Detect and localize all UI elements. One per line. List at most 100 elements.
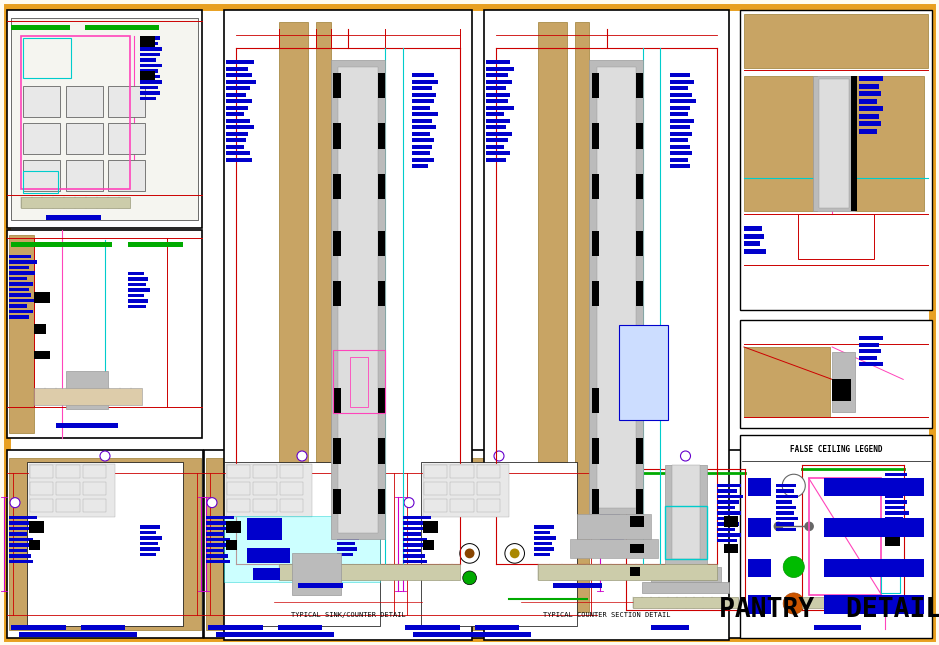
Circle shape	[10, 498, 20, 508]
Bar	[824, 518, 924, 537]
Bar	[333, 489, 341, 514]
Bar	[813, 625, 861, 630]
Bar	[140, 86, 158, 89]
Bar	[108, 86, 146, 117]
Bar	[885, 528, 911, 531]
Bar	[331, 61, 385, 539]
Bar	[128, 283, 146, 286]
Bar	[486, 112, 504, 116]
Bar	[225, 521, 241, 533]
Bar	[226, 74, 252, 77]
Bar	[35, 351, 50, 359]
Bar	[206, 549, 224, 552]
Circle shape	[494, 451, 504, 461]
Bar	[747, 559, 771, 577]
Bar	[885, 517, 902, 520]
Bar	[30, 499, 54, 512]
Bar	[204, 450, 400, 638]
Bar	[859, 362, 883, 366]
Bar	[333, 174, 341, 199]
Bar	[30, 465, 54, 478]
Bar	[46, 215, 100, 220]
Bar	[9, 554, 31, 558]
Bar	[538, 564, 716, 580]
Bar	[486, 106, 514, 110]
Bar	[206, 527, 232, 530]
Bar	[619, 325, 668, 419]
Bar	[776, 522, 794, 526]
Bar	[206, 560, 230, 563]
Bar	[83, 465, 106, 478]
Bar	[206, 538, 230, 541]
Bar	[28, 541, 40, 550]
Bar	[552, 583, 602, 588]
Bar	[412, 106, 430, 110]
Bar	[403, 538, 427, 541]
Bar	[538, 22, 567, 612]
Bar	[665, 506, 706, 559]
Bar	[35, 388, 142, 404]
Bar	[55, 423, 118, 428]
Circle shape	[404, 498, 414, 508]
Bar	[641, 582, 730, 593]
Bar	[486, 86, 506, 90]
Bar	[832, 379, 852, 401]
Bar	[859, 355, 877, 360]
Bar	[824, 559, 924, 577]
Bar	[333, 350, 385, 413]
Circle shape	[782, 474, 806, 497]
Bar	[633, 597, 738, 608]
Bar	[885, 559, 898, 568]
Bar	[423, 482, 447, 495]
Bar	[254, 465, 277, 478]
Bar	[534, 531, 550, 534]
Bar	[486, 158, 506, 162]
Bar	[377, 230, 385, 255]
Bar	[226, 112, 244, 116]
Bar	[337, 547, 357, 551]
Circle shape	[465, 548, 474, 559]
Circle shape	[681, 451, 690, 461]
Circle shape	[783, 593, 805, 614]
Bar	[592, 281, 599, 306]
Bar	[885, 495, 902, 498]
Bar	[477, 499, 500, 512]
Bar	[636, 281, 643, 306]
Bar	[412, 164, 428, 168]
Bar	[486, 125, 506, 130]
Bar	[403, 549, 421, 552]
Bar	[885, 522, 906, 526]
Bar	[717, 511, 741, 515]
Bar	[35, 324, 46, 334]
Bar	[140, 71, 155, 80]
Bar	[206, 532, 224, 536]
Bar	[140, 531, 156, 534]
Bar	[140, 542, 159, 545]
Bar	[412, 132, 430, 135]
Bar	[859, 349, 881, 353]
Bar	[592, 230, 599, 255]
Bar	[9, 527, 35, 530]
Bar	[776, 490, 794, 493]
Bar	[140, 58, 156, 62]
Bar	[412, 112, 439, 116]
Bar	[216, 632, 333, 637]
Bar	[9, 549, 27, 552]
Bar	[717, 528, 735, 531]
Bar	[776, 506, 796, 510]
Bar	[85, 25, 159, 30]
Bar	[333, 388, 341, 413]
Bar	[776, 517, 798, 521]
Bar	[140, 97, 156, 100]
Bar	[412, 138, 435, 142]
Bar	[670, 151, 692, 155]
Bar	[11, 243, 113, 248]
Bar	[590, 61, 643, 514]
Circle shape	[463, 571, 476, 585]
Bar	[9, 288, 29, 292]
Bar	[333, 73, 341, 98]
Bar	[600, 517, 624, 521]
Bar	[9, 266, 29, 270]
Bar	[600, 506, 626, 510]
Bar	[423, 499, 447, 512]
